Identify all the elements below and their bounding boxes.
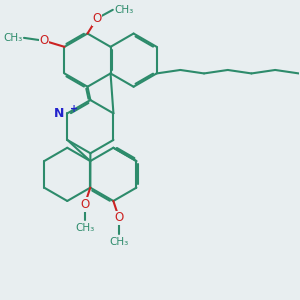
Text: O: O xyxy=(40,34,49,47)
Text: O: O xyxy=(92,12,101,25)
Text: N: N xyxy=(53,107,64,120)
Text: O: O xyxy=(114,212,124,224)
Text: CH₃: CH₃ xyxy=(114,5,134,15)
Text: O: O xyxy=(80,198,89,211)
Text: CH₃: CH₃ xyxy=(110,237,129,247)
Text: CH₃: CH₃ xyxy=(3,33,22,43)
Text: +: + xyxy=(70,104,78,114)
Text: CH₃: CH₃ xyxy=(75,224,94,233)
